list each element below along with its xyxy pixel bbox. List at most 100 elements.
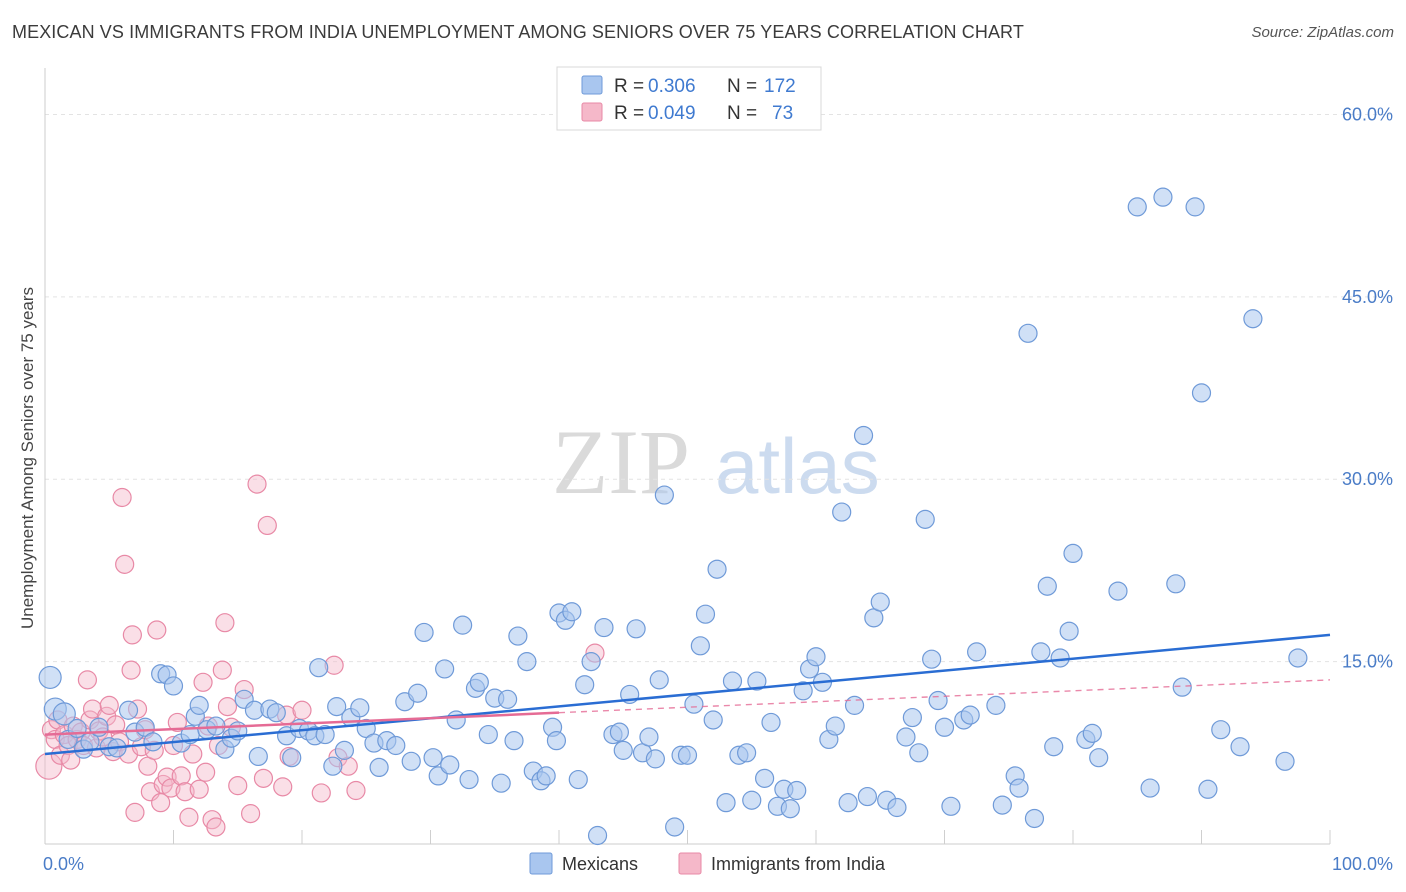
series-legend: Mexicans Immigrants from India bbox=[529, 852, 886, 875]
mexican-point bbox=[695, 604, 716, 624]
mexican-point bbox=[1243, 309, 1263, 329]
india-point bbox=[247, 474, 267, 494]
india-point bbox=[196, 762, 216, 782]
mexican-point bbox=[754, 768, 775, 788]
india-point bbox=[215, 613, 235, 633]
mexican-point bbox=[902, 707, 922, 728]
legend-swatch-mexicans bbox=[581, 75, 603, 95]
legend-r-label-india: R = bbox=[614, 103, 644, 124]
india-point bbox=[122, 625, 142, 645]
mexican-point bbox=[1140, 778, 1160, 798]
mexican-point bbox=[469, 672, 489, 692]
mexican-point bbox=[857, 786, 878, 807]
mexican-point bbox=[1153, 187, 1173, 207]
mexican-point bbox=[737, 743, 757, 763]
mexican-point bbox=[722, 671, 743, 691]
mexican-point bbox=[189, 695, 209, 715]
mexican-point bbox=[1185, 197, 1205, 217]
y-axis-label: Unemployment Among Seniors over 75 years bbox=[18, 287, 37, 629]
india-point bbox=[121, 660, 141, 680]
mexican-point bbox=[459, 769, 479, 790]
mexican-point bbox=[334, 740, 355, 760]
india-point bbox=[179, 807, 199, 827]
mexican-point bbox=[967, 642, 987, 662]
mexican-point bbox=[1063, 543, 1083, 564]
mexican-point bbox=[832, 502, 852, 522]
mexican-point bbox=[844, 695, 865, 715]
mexican-point bbox=[793, 681, 813, 701]
mexican-point bbox=[649, 670, 669, 690]
india-point bbox=[125, 802, 145, 822]
legend-n-label-mexicans: N = bbox=[727, 76, 757, 97]
mexican-point bbox=[315, 724, 335, 745]
mexican-point bbox=[922, 649, 942, 669]
mexican-points bbox=[38, 187, 1308, 846]
mexican-point bbox=[1037, 576, 1057, 596]
trendlines bbox=[44, 633, 1331, 756]
mexican-point bbox=[934, 717, 955, 737]
mexican-point bbox=[780, 799, 800, 819]
legend-n-value-india: 73 bbox=[772, 103, 793, 124]
india-point bbox=[253, 768, 274, 788]
mexican-point bbox=[1031, 642, 1051, 662]
mexican-point bbox=[453, 615, 473, 635]
mexican-point bbox=[478, 724, 498, 745]
mexican-point bbox=[1275, 751, 1295, 771]
mexican-point bbox=[587, 825, 608, 846]
mexican-point bbox=[1044, 737, 1064, 757]
mexican-point bbox=[742, 790, 762, 810]
mexican-point bbox=[654, 485, 674, 505]
india-point bbox=[167, 712, 187, 733]
mexican-point bbox=[1198, 779, 1218, 799]
mexican-point bbox=[440, 755, 460, 775]
mexican-point bbox=[504, 731, 524, 751]
mexican-point bbox=[546, 731, 567, 751]
mexican-point bbox=[323, 756, 343, 776]
india-point bbox=[311, 783, 331, 803]
mexican-point bbox=[408, 683, 428, 703]
y-tick-label: 30.0% bbox=[1342, 469, 1393, 489]
mexican-point bbox=[562, 602, 582, 622]
india-point bbox=[171, 766, 191, 786]
mexican-point bbox=[414, 622, 434, 643]
mexican-point bbox=[761, 712, 781, 733]
india-point bbox=[189, 779, 209, 799]
mexican-point bbox=[309, 658, 329, 678]
mexican-point bbox=[703, 710, 723, 730]
correlation-legend: R = 0.306 N = 172 R = 0.049 N = 73 bbox=[556, 66, 822, 131]
india-point bbox=[112, 487, 132, 508]
y-tick-label: 45.0% bbox=[1342, 287, 1393, 307]
mexican-point bbox=[887, 797, 907, 818]
legend-n-label-india: N = bbox=[727, 103, 757, 124]
legend-r-value-india: 0.049 bbox=[648, 103, 696, 124]
mexican-point bbox=[1059, 621, 1079, 641]
mexican-point bbox=[870, 592, 890, 612]
mexican-point bbox=[594, 617, 614, 638]
mexican-point bbox=[639, 727, 659, 747]
india-point bbox=[99, 695, 119, 715]
source-label: Source: ZipAtlas.com bbox=[1251, 24, 1394, 41]
mexican-point bbox=[1172, 677, 1192, 697]
india-point bbox=[212, 660, 232, 680]
mexican-point bbox=[1127, 197, 1147, 217]
legend-r-label-mexicans: R = bbox=[614, 76, 644, 97]
mexican-point bbox=[1230, 737, 1250, 757]
mexican-point bbox=[498, 689, 518, 709]
mexican-point bbox=[1211, 720, 1231, 740]
india-point bbox=[346, 780, 366, 801]
mexican-point bbox=[1009, 778, 1029, 798]
mexican-point bbox=[1018, 323, 1038, 343]
mexican-point bbox=[806, 647, 826, 667]
bottom-legend-swatch-india bbox=[678, 852, 702, 875]
mexican-point bbox=[928, 690, 948, 711]
mexicans-trendline bbox=[44, 633, 1331, 756]
mexican-point bbox=[435, 659, 455, 679]
x-tick-labels: 0.0% 100.0% bbox=[43, 854, 1393, 874]
india-point bbox=[257, 515, 277, 536]
india-point bbox=[157, 767, 177, 787]
mexican-point bbox=[613, 740, 633, 760]
mexican-point bbox=[992, 795, 1012, 815]
mexican-point bbox=[1050, 648, 1070, 668]
mexican-point bbox=[609, 722, 629, 742]
